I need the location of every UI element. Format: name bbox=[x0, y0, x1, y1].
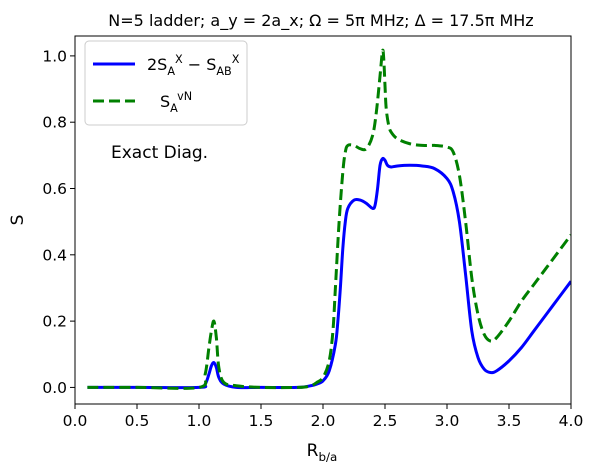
x-tick-label: 3.0 bbox=[435, 412, 460, 430]
x-tick-label: 0.0 bbox=[63, 412, 88, 430]
y-tick-label: 0.6 bbox=[42, 180, 67, 198]
chart-title: N=5 ladder; a_y = 2a_x; Ω = 5π MHz; Δ = … bbox=[108, 11, 533, 31]
y-axis-label: S bbox=[8, 215, 28, 226]
legend-label-series-2: SAvN​ bbox=[160, 90, 192, 115]
x-tick-label: 1.5 bbox=[249, 412, 274, 430]
x-tick-label: 1.0 bbox=[187, 412, 212, 430]
y-tick-label: 0.2 bbox=[42, 313, 67, 331]
y-tick-label: 0.8 bbox=[42, 114, 67, 132]
x-tick-label: 2.0 bbox=[311, 412, 336, 430]
series-line-2 bbox=[87, 48, 571, 390]
y-axis-ticks: 0.0 0.2 0.4 0.6 0.8 1.0 bbox=[42, 47, 75, 397]
x-tick-label: 0.5 bbox=[125, 412, 150, 430]
legend-box bbox=[84, 40, 248, 126]
y-tick-label: 0.0 bbox=[42, 379, 67, 397]
legend-label-series-1: 2SAX − SABX​ bbox=[147, 53, 240, 78]
y-tick-label: 1.0 bbox=[42, 47, 67, 65]
series-line-1 bbox=[87, 156, 571, 390]
annotation-exact-diag: Exact Diag. bbox=[111, 143, 208, 163]
x-tick-label: 4.0 bbox=[559, 412, 584, 430]
plot-area: 0.0 0.5 1.0 1.5 2.0 2.5 3.0 3.5 4.0 0.0 0.2 0.4 0.6… bbox=[42, 35, 584, 430]
y-tick-label: 0.4 bbox=[42, 246, 67, 264]
legend: 2SAX − SABX​ SAvN​ bbox=[84, 40, 248, 126]
x-axis-label: Rb/a​ bbox=[307, 441, 338, 464]
x-tick-label: 2.5 bbox=[373, 412, 398, 430]
x-tick-label: 3.5 bbox=[497, 412, 522, 430]
x-axis-ticks: 0.0 0.5 1.0 1.5 2.0 2.5 3.0 3.5 4.0 bbox=[63, 404, 584, 430]
